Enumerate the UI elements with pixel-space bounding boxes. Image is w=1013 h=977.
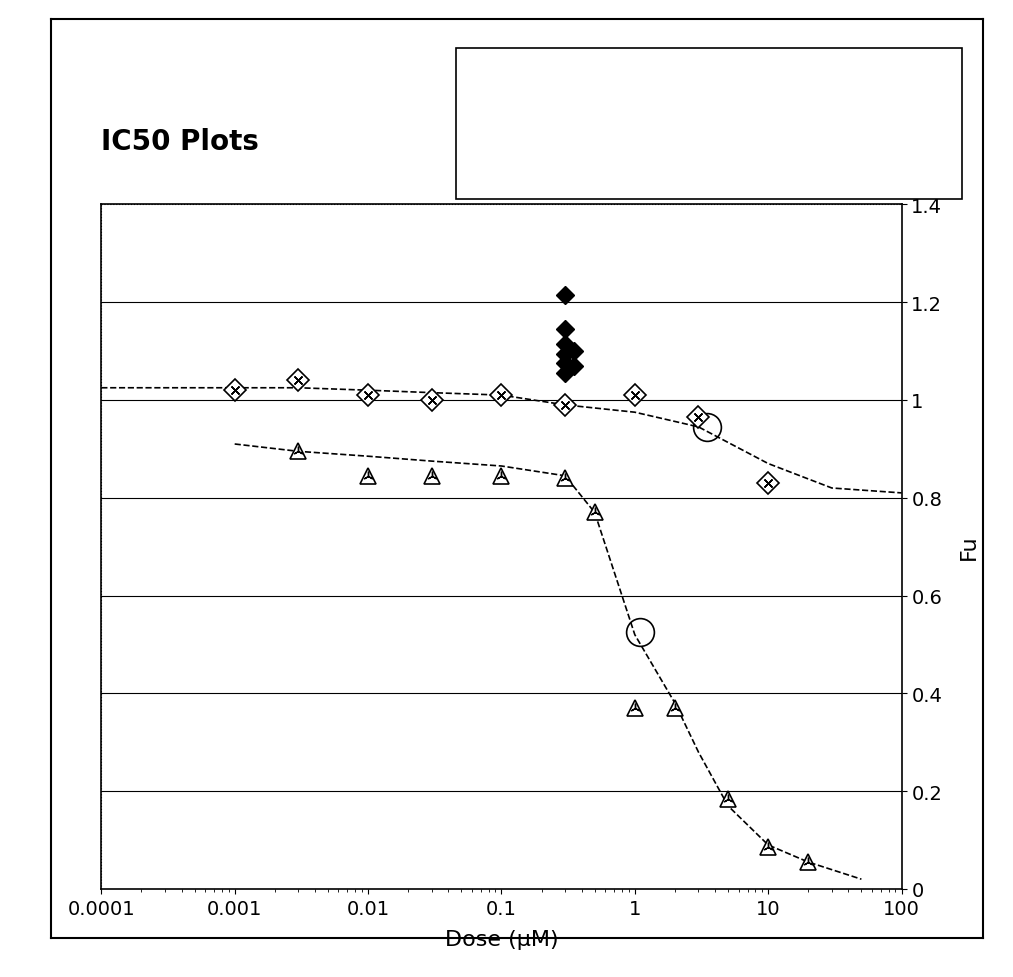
Text: CHK: CHK: [567, 64, 608, 83]
Text: CHK+ATM: CHK+ATM: [567, 161, 666, 181]
Text: ATM: ATM: [567, 112, 608, 132]
X-axis label: Dose (μM): Dose (μM): [445, 929, 558, 949]
Y-axis label: Fu: Fu: [959, 534, 979, 560]
Text: IC50 Plots: IC50 Plots: [101, 128, 259, 155]
